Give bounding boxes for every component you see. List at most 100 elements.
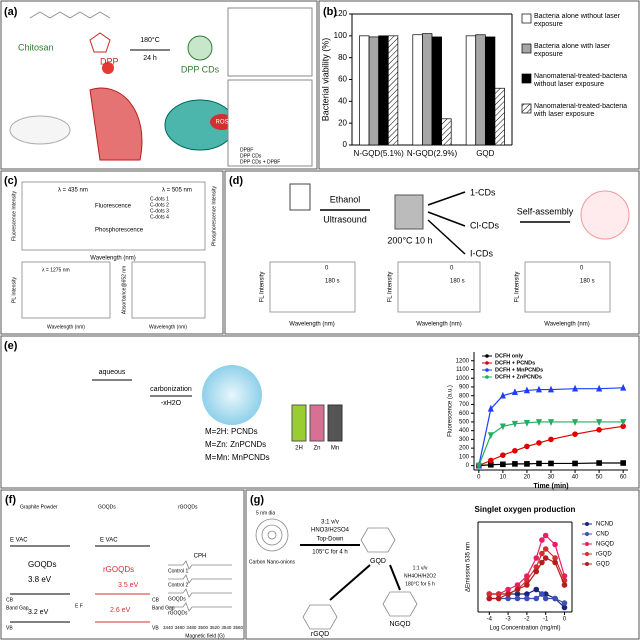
panel-text: E VAC <box>10 538 28 544</box>
panel-text: 3:1 v/v <box>321 520 339 526</box>
legend-marker <box>585 552 589 556</box>
legend-label: CND <box>596 532 610 538</box>
panel-g-frame <box>245 489 640 640</box>
x-tick-label: 0 <box>563 617 567 623</box>
x-tick-label: 50 <box>596 475 603 481</box>
legend-entry: Bacteria alone with laser exposure <box>534 43 610 58</box>
marker <box>536 440 542 446</box>
panel-d-frame <box>224 170 640 335</box>
series-line <box>478 421 624 466</box>
panel-c-frame <box>0 170 224 335</box>
marker <box>487 404 494 412</box>
panel-text: 1-CDs <box>470 187 496 197</box>
panel-text: 180 s <box>450 279 465 285</box>
legend-marker <box>485 375 489 379</box>
marker <box>596 384 603 392</box>
panel-text: GOQDs <box>28 560 56 569</box>
panel-text: Wavelength (nm) <box>544 322 589 328</box>
panel-text: GOQDs <box>98 504 116 510</box>
panel-text: Wavelength (nm) <box>149 324 187 330</box>
x-tick-label: -4 <box>487 617 493 623</box>
marker <box>500 452 506 458</box>
y-tick-label: 120 <box>334 9 348 18</box>
legend-entry: Bacteria alone without laser exposure <box>534 13 620 28</box>
marker <box>536 460 542 467</box>
series-line <box>478 425 624 467</box>
x-tick-label: 10 <box>500 475 507 481</box>
y-tick-label: 100 <box>459 454 470 460</box>
series-line <box>489 548 566 595</box>
panel-text: Self-assembly <box>517 206 574 216</box>
panel-text: C-dots 3 <box>150 208 169 214</box>
marker <box>475 462 482 470</box>
legend-label: DCFH only <box>495 353 524 359</box>
bar <box>484 36 496 146</box>
panel-text: rGOQDs <box>168 610 188 616</box>
gqd-sheet <box>360 527 396 553</box>
y-tick-label: 900 <box>459 385 470 391</box>
y-tick-label: 1000 <box>456 376 470 382</box>
x-tick-label: -3 <box>505 617 511 623</box>
x-tick-label: -2 <box>524 617 530 623</box>
marker <box>542 532 549 539</box>
y-tick-label: 1100 <box>456 367 470 373</box>
panel-text: NH4OH/H2O2 <box>404 573 436 579</box>
chitosan-chain <box>29 11 111 19</box>
marker <box>542 546 549 552</box>
panel-text: 5 nm dia <box>256 510 275 516</box>
y-tick-label: 20 <box>338 118 347 127</box>
panel-text: λ = 505 nm <box>162 188 192 194</box>
marker <box>596 426 602 433</box>
dpp-dot <box>102 62 114 74</box>
y-tick-label: 1200 <box>456 358 470 364</box>
arrow <box>427 211 466 227</box>
dpp-cd-cluster <box>187 35 213 61</box>
panel-label: (d) <box>229 175 243 187</box>
x-tick-label: 20 <box>524 475 531 481</box>
legend-label: DCFH + ZnPCNDs <box>495 374 542 380</box>
bar <box>422 33 433 146</box>
legend-entry: Nanomaterial-treated-bacteria without la… <box>534 73 627 88</box>
nano-onion <box>255 518 289 552</box>
bar <box>465 35 477 146</box>
x-tick-label: N-GQD(5.1%) <box>354 149 405 158</box>
panel-text: 105°C for 4 h <box>312 550 347 556</box>
chart-title: Singlet oxygen production <box>475 505 576 514</box>
y-tick-label: 500 <box>459 420 470 426</box>
marker <box>620 383 627 391</box>
legend-marker <box>485 368 489 372</box>
panel-text: Control 2 <box>168 582 189 588</box>
panel-text: Phosphorescence <box>95 228 144 234</box>
marker <box>514 582 521 588</box>
arrow <box>427 191 466 206</box>
nano-onion <box>267 530 277 540</box>
panel-text: DPP CDs <box>181 64 220 74</box>
marker <box>488 457 494 464</box>
y-axis-title: Fluorescence (a.u.) <box>448 385 454 437</box>
field-tick: 3460 <box>175 625 186 630</box>
panel-text: PL Intensity <box>11 277 17 303</box>
y-tick-label: 200 <box>459 446 470 452</box>
panel-text: Wavelength (nm) <box>416 322 461 328</box>
panel-text: 180°C <box>140 36 160 44</box>
marker <box>535 419 543 426</box>
panel-text: 200°C 10 h <box>387 235 432 245</box>
field-tick: 3500 <box>198 625 209 630</box>
panel-text: FL Intensity <box>515 272 521 303</box>
marker <box>524 582 530 588</box>
legend-label: DCFH + MnPCNDs <box>495 367 543 373</box>
panel-text: rGOQDs <box>178 504 198 510</box>
panel-text: Ultrasound <box>323 214 367 224</box>
legend-label: Nanomaterial-treated-bacteria with laser… <box>534 103 627 118</box>
panel-text: Zn <box>313 446 320 452</box>
panel-text: Chitosan <box>18 42 54 52</box>
panel-a-frame <box>0 0 318 170</box>
bar <box>441 118 452 146</box>
marker <box>533 555 540 561</box>
field-tick: 3560 <box>233 625 244 630</box>
panel-text: GQD <box>370 558 386 565</box>
d-spectrum <box>397 261 481 313</box>
y-tick-label: 600 <box>459 411 470 417</box>
autoclave <box>394 194 424 230</box>
bar <box>412 34 423 146</box>
